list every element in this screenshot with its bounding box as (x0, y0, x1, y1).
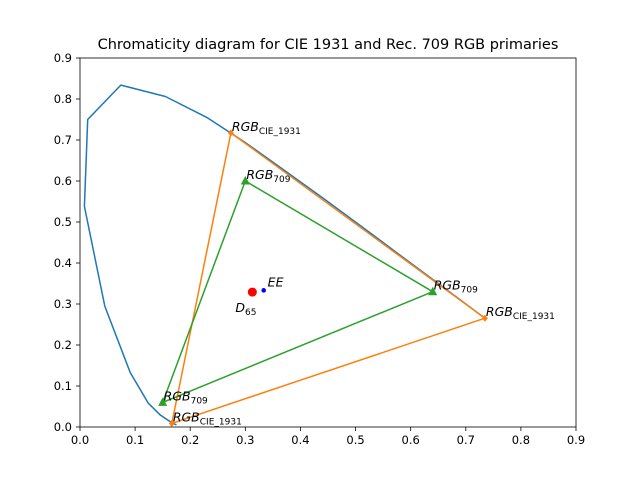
ee-label: EE (268, 274, 284, 289)
x-tick-label: 0.3 (236, 433, 254, 447)
cie1931-point-label-main: RGB (486, 304, 513, 319)
ee-point (261, 288, 266, 293)
cie1931-point-label-sub: CIE_1931 (200, 417, 242, 427)
d65-label: D65 (235, 300, 256, 318)
cie1931-point-label: RGBCIE_1931 (486, 304, 555, 322)
d65-label-main: D (235, 300, 245, 315)
x-tick-label: 0.8 (512, 433, 530, 447)
x-tick-label: 0.7 (457, 433, 475, 447)
rec709-point-label-main: RGB (246, 167, 273, 182)
y-tick-label: 0.8 (54, 92, 72, 106)
cie1931-point-label: RGBCIE_1931 (232, 119, 301, 137)
cie1931-point (227, 129, 234, 137)
rec709-point (428, 286, 438, 296)
cie1931-point-label-main: RGB (232, 119, 259, 134)
y-tick-label: 0.7 (54, 133, 72, 147)
d65-point (247, 287, 257, 297)
y-tick-label: 0.4 (54, 256, 72, 270)
x-tick-label: 0.2 (181, 433, 199, 447)
x-tick-label: 0.6 (402, 433, 420, 447)
y-tick-label: 0.3 (54, 297, 72, 311)
cie1931-point-label: RGBCIE_1931 (173, 409, 242, 427)
x-tick-label: 0.9 (567, 433, 585, 447)
rec709-point-label-sub: 709 (273, 175, 290, 185)
cie1931-point (168, 419, 175, 427)
rec709-point-label-sub: 709 (191, 396, 208, 406)
cie1931-gamut-line (171, 132, 486, 425)
chart-title: Chromaticity diagram for CIE 1931 and Re… (98, 37, 559, 53)
rec709-point-label: RGB709 (434, 278, 478, 296)
rec709-point (158, 397, 168, 406)
rec709-point-label-main: RGB (434, 278, 461, 293)
d65-label-sub: 65 (245, 308, 256, 318)
cie1931-point (481, 314, 488, 322)
y-tick-label: 0.6 (54, 174, 72, 188)
y-tick-label: 0.1 (54, 379, 72, 393)
rec709-point-label-sub: 709 (461, 286, 478, 296)
spectral-locus-line (83, 84, 486, 426)
rec709-point-label: RGB709 (246, 167, 290, 185)
ee-label-main: EE (268, 274, 284, 289)
x-tick-label: 0.5 (346, 433, 364, 447)
y-tick-label: 0.5 (54, 215, 72, 229)
x-tick-label: 0.4 (291, 433, 309, 447)
plot-frame (79, 57, 577, 428)
rec709-point (240, 176, 250, 185)
rec709-point-label-main: RGB (164, 388, 191, 403)
y-tick-label: 0.0 (54, 420, 72, 434)
x-tick-label: 0.0 (71, 433, 89, 447)
rec709-gamut-line (161, 180, 434, 404)
cie1931-point-label-main: RGB (173, 409, 200, 424)
y-tick-label: 0.2 (54, 338, 72, 352)
cie1931-point-label-sub: CIE_1931 (259, 127, 301, 137)
cie1931-point-label-sub: CIE_1931 (513, 312, 555, 322)
rec709-point-label: RGB709 (164, 388, 208, 406)
y-tick-label: 0.9 (54, 51, 72, 65)
x-tick-label: 0.1 (126, 433, 144, 447)
